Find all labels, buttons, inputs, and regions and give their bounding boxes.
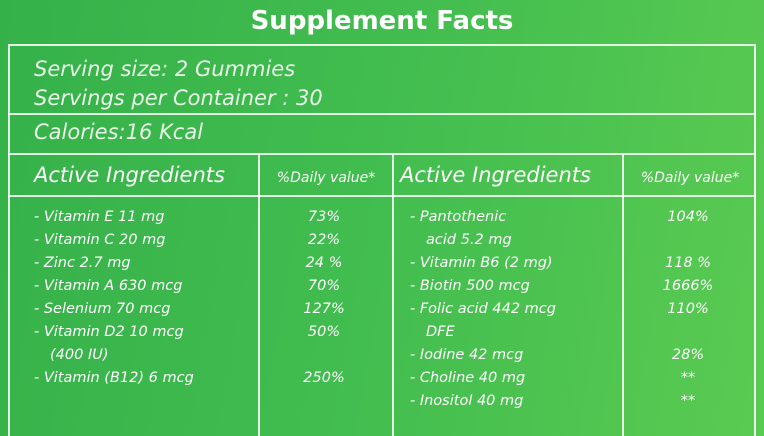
daily-value: 250% bbox=[303, 370, 345, 386]
ingredient-row: - Vitamin (B12) 6 mcg 250% bbox=[34, 367, 392, 390]
ingredient-name: - Folic acid 442 mcg DFE bbox=[410, 298, 622, 344]
divider bbox=[8, 195, 756, 197]
serving-size: Serving size: 2 Gummies bbox=[34, 57, 296, 81]
daily-value: 50% bbox=[307, 324, 341, 340]
ingredient-name: - Iodine 42 mcg bbox=[410, 344, 622, 367]
ingredient-line: - Biotin 500 mcg bbox=[410, 278, 530, 294]
ingredient-name: - Vitamin (B12) 6 mcg bbox=[34, 367, 258, 390]
ingredient-row: - Zinc 2.7 mg 24 % bbox=[34, 252, 392, 275]
ingredient-name: - Vitamin C 20 mg bbox=[34, 229, 258, 252]
ingredient-row: - Iodine 42 mcg 28% bbox=[410, 344, 756, 367]
daily-value: ** bbox=[680, 393, 696, 409]
ingredient-line: - Selenium 70 mcg bbox=[34, 301, 171, 317]
ingredient-name: - Vitamin A 630 mcg bbox=[34, 275, 258, 298]
calories: Calories:16 Kcal bbox=[34, 120, 204, 144]
ingredient-line: - Vitamin E 11 mg bbox=[34, 209, 165, 225]
ingredient-line: - Choline 40 mg bbox=[410, 370, 526, 386]
ingredient-row: - Folic acid 442 mcg DFE 110% bbox=[410, 298, 756, 344]
ingredient-row: - Pantothenic acid 5.2 mg 104% bbox=[410, 206, 756, 252]
ingredient-line: DFE bbox=[426, 324, 455, 340]
ingredient-line: - Vitamin D2 10 mcg bbox=[34, 324, 184, 340]
divider bbox=[392, 155, 394, 436]
ingredient-row: - Vitamin A 630 mcg 70% bbox=[34, 275, 392, 298]
divider bbox=[8, 44, 756, 46]
ingredient-row: - Vitamin C 20 mg 22% bbox=[34, 229, 392, 252]
daily-value: 110% bbox=[667, 301, 709, 317]
ingredient-line: - Inositol 40 mg bbox=[410, 393, 524, 409]
ingredient-row: - Choline 40 mg ** bbox=[410, 367, 756, 390]
ingredient-name: - Biotin 500 mcg bbox=[410, 275, 622, 298]
ingredient-row: - Inositol 40 mg ** bbox=[410, 390, 756, 413]
border bbox=[8, 44, 10, 436]
daily-value: 70% bbox=[307, 278, 341, 294]
serving: Serving size: 2 Gummies Servings per Con… bbox=[34, 55, 323, 113]
ingredient-row: - Vitamin E 11 mg 73% bbox=[34, 206, 392, 229]
divider bbox=[8, 153, 756, 155]
ingredient-line: - Vitamin C 20 mg bbox=[34, 232, 166, 248]
ingredient-name: - Choline 40 mg bbox=[410, 367, 622, 390]
ingredient-row: - Vitamin D2 10 mcg (400 IU) 50% bbox=[34, 321, 392, 367]
servings-per-container: Servings per Container : 30 bbox=[34, 86, 323, 110]
daily-value-header: %Daily value* bbox=[640, 170, 740, 186]
ingredient-row: - Vitamin B6 (2 mg) 118 % bbox=[410, 252, 756, 275]
ingredient-row: - Biotin 500 mcg 1666% bbox=[410, 275, 756, 298]
ingredient-list: - Vitamin E 11 mg 73% - Vitamin C 20 mg 22%… bbox=[34, 206, 392, 390]
title: Supplement Facts bbox=[250, 6, 514, 36]
ingredient-line: - Iodine 42 mcg bbox=[410, 347, 524, 363]
daily-value: 28% bbox=[671, 347, 705, 363]
divider bbox=[8, 113, 756, 115]
ingredient-name: - Pantothenic acid 5.2 mg bbox=[410, 206, 622, 252]
daily-value: 118 % bbox=[664, 255, 712, 271]
ingredient-name: - Vitamin B6 (2 mg) bbox=[410, 252, 622, 275]
daily-value: 127% bbox=[303, 301, 345, 317]
column-header: Active Ingredients bbox=[400, 163, 591, 187]
ingredient-name: - Inositol 40 mg bbox=[410, 390, 622, 413]
ingredient-name: - Vitamin E 11 mg bbox=[34, 206, 258, 229]
ingredient-line: - Vitamin B6 (2 mg) bbox=[410, 255, 553, 271]
ingredient-name: - Zinc 2.7 mg bbox=[34, 252, 258, 275]
daily-value: 73% bbox=[307, 209, 341, 225]
ingredient-line: - Vitamin A 630 mcg bbox=[34, 278, 183, 294]
column-header: Active Ingredients bbox=[34, 163, 225, 187]
ingredient-line: - Zinc 2.7 mg bbox=[34, 255, 131, 271]
daily-value: 24 % bbox=[305, 255, 343, 271]
daily-value-header: %Daily value* bbox=[276, 170, 376, 186]
ingredient-line: - Pantothenic bbox=[410, 209, 507, 225]
divider bbox=[622, 155, 624, 436]
ingredient-line: acid 5.2 mg bbox=[426, 232, 512, 248]
ingredient-line: - Folic acid 442 mcg bbox=[410, 301, 556, 317]
divider bbox=[258, 155, 260, 436]
daily-value: ** bbox=[680, 370, 696, 386]
ingredient-list: - Pantothenic acid 5.2 mg 104% - Vitamin B6… bbox=[410, 206, 756, 413]
ingredient-name: - Selenium 70 mcg bbox=[34, 298, 258, 321]
ingredient-name: - Vitamin D2 10 mcg (400 IU) bbox=[34, 321, 258, 367]
ingredient-line: - Vitamin (B12) 6 mcg bbox=[34, 370, 194, 386]
border bbox=[754, 44, 756, 436]
ingredient-line: (400 IU) bbox=[50, 347, 109, 363]
daily-value: 1666% bbox=[662, 278, 714, 294]
daily-value: 22% bbox=[307, 232, 341, 248]
ingredient-row: - Selenium 70 mcg 127% bbox=[34, 298, 392, 321]
daily-value: 104% bbox=[667, 209, 709, 225]
